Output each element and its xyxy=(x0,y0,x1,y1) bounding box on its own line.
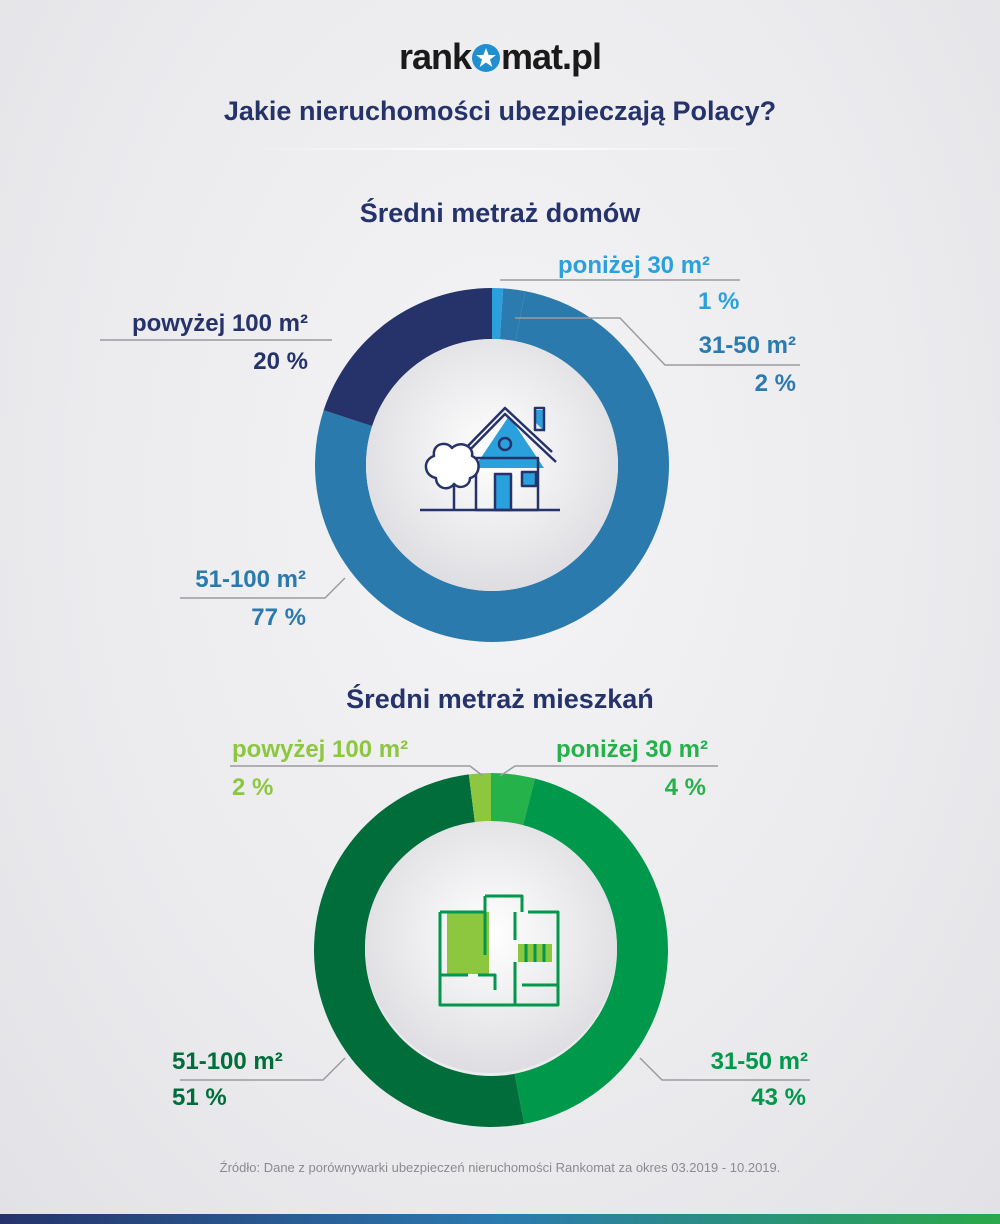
donut-slice-houses-3 xyxy=(323,288,492,427)
value-houses-51-100: 77 % xyxy=(251,604,306,631)
donut-center-apartments xyxy=(365,821,617,1073)
donut-chart-houses xyxy=(314,288,669,642)
value-apartments-below30: 4 % xyxy=(664,774,706,801)
donut-chart-apartments xyxy=(314,773,669,1127)
label-houses-51-100: 51-100 m² xyxy=(195,566,306,593)
value-apartments-above100: 2 % xyxy=(232,774,274,801)
chart-title-houses: Średni metraż domów xyxy=(359,198,641,228)
donut-slice-houses-1 xyxy=(499,288,526,342)
label-houses-below30: poniżej 30 m² xyxy=(558,252,711,279)
label-apartments-51-100: 51-100 m² xyxy=(172,1048,283,1075)
label-apartments-below30: poniżej 30 m² xyxy=(555,736,708,763)
label-houses-above100: powyżej 100 m² xyxy=(131,310,308,337)
donut-slice-apartments-2 xyxy=(314,774,525,1127)
donut-slice-apartments-3 xyxy=(468,773,491,825)
house-icon xyxy=(420,406,560,512)
value-houses-above100: 20 % xyxy=(253,348,308,375)
value-apartments-51-100: 51 % xyxy=(172,1084,227,1111)
source-note: Źródło: Dane z porównywarki ubezpieczeń … xyxy=(219,1160,781,1175)
donut-slice-apartments-1 xyxy=(514,778,669,1124)
label-apartments-above100: powyżej 100 m² xyxy=(232,736,409,763)
value-apartments-31-50: 43 % xyxy=(751,1084,806,1111)
bottom-gradient-bar xyxy=(0,1214,1000,1224)
floor-plan-icon xyxy=(438,894,560,1007)
leader-lines-apartments xyxy=(180,765,810,1081)
logo: rank mat.pl xyxy=(398,36,602,77)
donut-slice-apartments-0 xyxy=(491,773,536,828)
value-houses-below30: 1 % xyxy=(698,288,740,315)
value-houses-31-50: 2 % xyxy=(754,370,796,397)
leader-lines-houses xyxy=(100,279,800,599)
label-apartments-31-50: 31-50 m² xyxy=(710,1048,808,1075)
page-title: Jakie nieruchomości ubezpieczają Polacy? xyxy=(223,96,777,126)
label-houses-31-50: 31-50 m² xyxy=(698,332,796,359)
chart-title-apartments: Średni metraż mieszkań xyxy=(346,684,654,714)
star-icon xyxy=(471,40,501,72)
title-divider xyxy=(240,148,760,150)
donut-slice-houses-0 xyxy=(492,288,504,340)
